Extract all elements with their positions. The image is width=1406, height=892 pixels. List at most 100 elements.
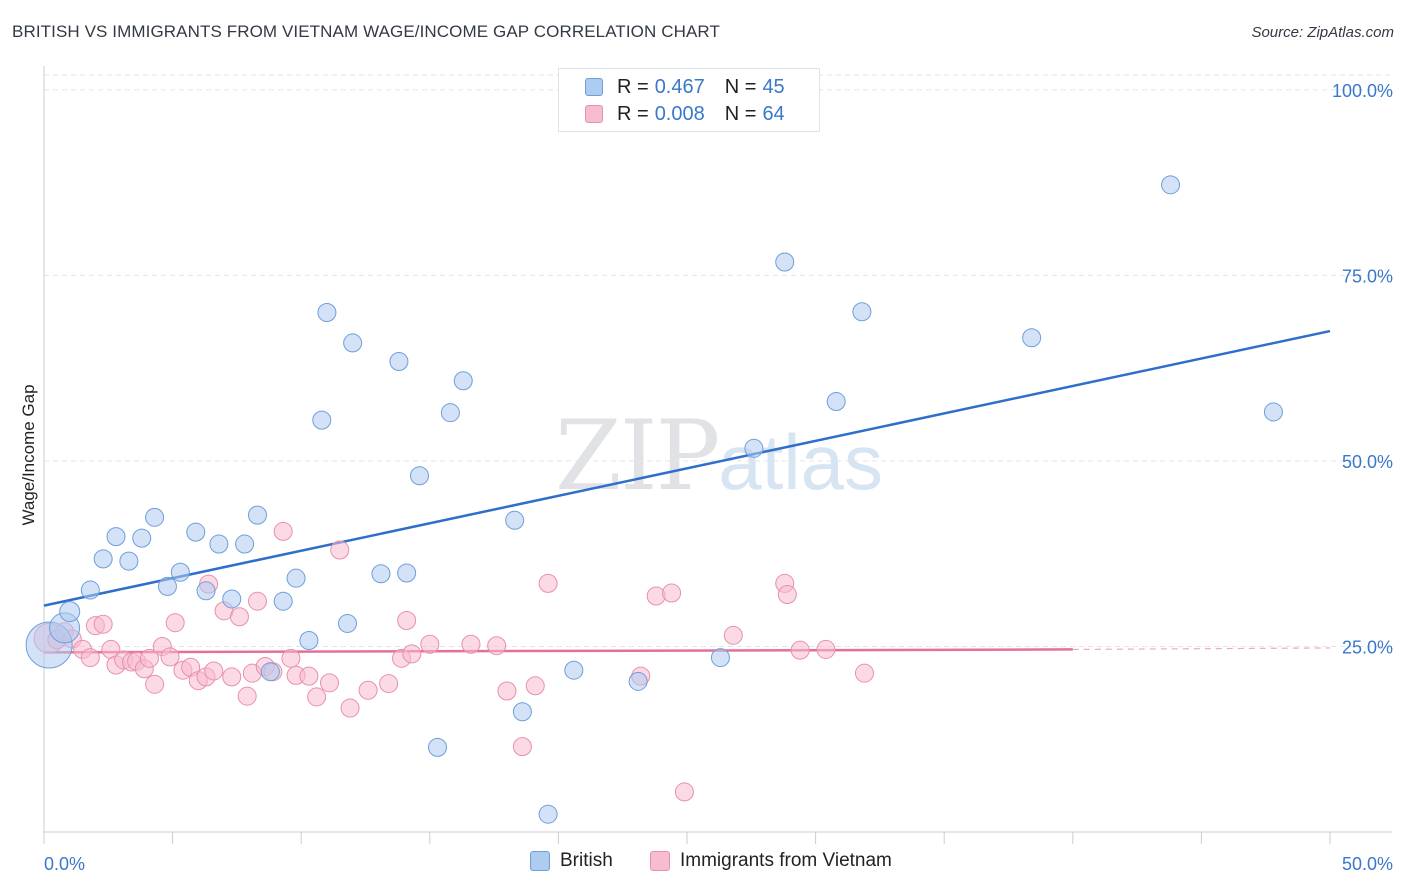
legend-item-british[interactable]: British [530, 850, 613, 872]
vietnam-point [237, 686, 257, 706]
y-tick-label: 25.0% [1342, 637, 1393, 657]
british-point [371, 564, 391, 584]
british-point [410, 466, 430, 486]
vietnam-point [790, 640, 810, 660]
vietnam-point [487, 636, 507, 656]
trend-lines [43, 329, 1331, 654]
british-point [222, 589, 242, 609]
vietnam-point [319, 673, 339, 693]
y-tick-label: 100.0% [1332, 81, 1393, 101]
british-point [286, 568, 306, 588]
watermark-zip: ZIP [555, 400, 720, 512]
british-point [628, 671, 648, 691]
british-point [826, 392, 846, 412]
british-point [710, 648, 730, 668]
vietnam-point [461, 634, 481, 654]
vietnam-point [80, 648, 100, 668]
british-point [80, 580, 100, 600]
british-point [273, 591, 293, 611]
vietnam-point [662, 583, 682, 603]
british-point [343, 333, 363, 353]
vietnam-trend-line [43, 648, 1073, 654]
british-point [106, 527, 126, 547]
british-point [440, 403, 460, 423]
x-tick-label: 50.0% [1342, 854, 1393, 874]
vietnam-point [160, 647, 180, 667]
vietnam-n-label: N = [724, 102, 757, 125]
vietnam-point [646, 586, 666, 606]
vietnam-r-value: 0.008 [654, 102, 705, 125]
british-point [132, 528, 152, 548]
vietnam-point [139, 648, 159, 668]
british-trend-line [43, 329, 1331, 607]
vietnam-point [222, 667, 242, 687]
y-tick-label: 75.0% [1342, 266, 1393, 286]
british-point [505, 510, 525, 530]
vietnam-point [299, 666, 319, 686]
british-point [428, 737, 448, 757]
british-point [186, 522, 206, 542]
vietnam-point [307, 687, 327, 707]
vietnam-point [247, 591, 267, 611]
series-legend: British Immigrants from Vietnam [0, 850, 1406, 878]
vietnam-r-label: R = [617, 102, 649, 125]
vietnam-point [397, 610, 417, 630]
vietnam-point [330, 540, 350, 560]
vietnam-point [816, 639, 836, 659]
vietnam-point [165, 613, 185, 633]
vietnam-point [379, 674, 399, 694]
vietnam-point [204, 661, 224, 681]
y-axis-label: Wage/Income Gap [19, 384, 38, 525]
legend-row-british: R = 0.467 N = 45 [585, 75, 785, 99]
british-point [852, 302, 872, 322]
source-label: Source: ZipAtlas.com [1251, 24, 1394, 41]
vietnam-point [512, 737, 532, 757]
vietnam-point [340, 698, 360, 718]
british-r-value: 0.467 [654, 75, 705, 98]
vietnam-point [525, 676, 545, 696]
british-point [564, 660, 584, 680]
vietnam-point [93, 614, 113, 634]
british-point [299, 631, 319, 651]
x-tick-label: 0.0% [44, 854, 85, 874]
british-point [453, 371, 473, 391]
british-point [1161, 175, 1181, 195]
vietnam-point [402, 644, 422, 664]
british-point [157, 576, 177, 596]
british-point [59, 601, 81, 623]
vietnam-legend-swatch [650, 851, 670, 871]
axes [43, 66, 1392, 844]
british-point [317, 302, 337, 322]
british-point [1263, 402, 1283, 422]
vietnam-legend-label: Immigrants from Vietnam [680, 850, 892, 871]
british-point [235, 534, 255, 554]
axis-labels: 25.0% 50.0% 75.0% 100.0% 0.0% 50.0% Wage/Incom… [19, 81, 1393, 874]
british-point [312, 410, 332, 430]
vietnam-point [281, 648, 301, 668]
legend-item-vietnam[interactable]: Immigrants from Vietnam [650, 850, 892, 872]
chart-title: BRITISH VS IMMIGRANTS FROM VIETNAM WAGE/… [12, 22, 720, 41]
vietnam-swatch [585, 105, 603, 123]
vietnam-point [273, 521, 293, 541]
british-point [209, 534, 229, 554]
y-tick-label: 50.0% [1342, 452, 1393, 472]
british-point [1022, 328, 1042, 348]
british-r-label: R = [617, 75, 649, 98]
british-point [170, 562, 190, 582]
british-point [93, 549, 113, 569]
vietnam-n-value: 64 [762, 102, 785, 125]
british-point [397, 563, 417, 583]
vietnam-point [538, 573, 558, 593]
british-swatch [585, 78, 603, 96]
british-point [389, 351, 409, 371]
british-point [512, 702, 532, 722]
british-point [775, 252, 795, 272]
vietnam-point [674, 782, 694, 802]
vietnam-point [497, 681, 517, 701]
stats-legend: R = 0.467 N = 45 R = 0.008 N = 64 [558, 68, 820, 132]
british-point [538, 804, 558, 824]
british-point [260, 662, 280, 682]
british-legend-swatch [530, 851, 550, 871]
british-point [196, 581, 216, 601]
